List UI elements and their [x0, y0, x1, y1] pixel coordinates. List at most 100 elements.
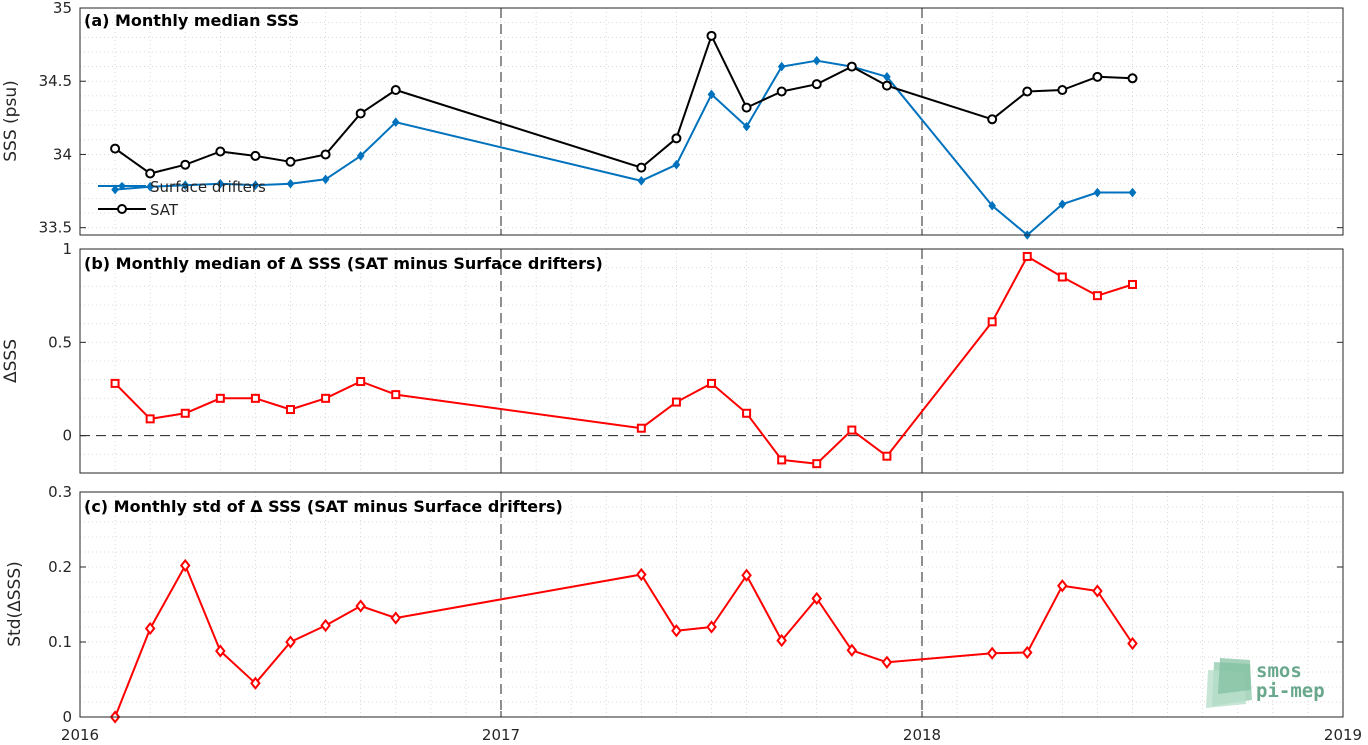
legend-label-sat: SAT: [150, 201, 179, 219]
data-point-surface-drifters: [988, 200, 997, 211]
legend-entry-surface-drifters: Surface drifters: [98, 178, 266, 196]
data-point-sat: [671, 133, 682, 144]
y-tick-label: 1: [62, 240, 72, 258]
data-point-sat: [811, 79, 822, 90]
data-point-surface-drifters: [111, 184, 119, 195]
panel-c-ylabel: Std(ΔSSS): [5, 561, 25, 647]
panel-c-title: (c) Monthly std of Δ SSS (SAT minus Surf…: [84, 497, 563, 516]
panel-b-title: (b) Monthly median of Δ SSS (SAT minus S…: [84, 254, 603, 273]
panel-b-median-delta-sss: 0 0.5 1 (b) Monthly median of Δ SSS (SAT m…: [1, 240, 1344, 474]
data-point-surface-drifters: [672, 159, 681, 170]
data-point-series-0: [987, 317, 997, 327]
y-tick-label: 33.5: [39, 219, 72, 237]
x-tick-label: 2016: [61, 726, 99, 744]
data-point-series-0: [180, 408, 190, 418]
x-tick-label: 2017: [482, 726, 520, 744]
data-point-series-0: [145, 414, 155, 424]
series-line-series-0: [114, 564, 1134, 718]
data-point-series-0: [355, 599, 366, 613]
data-point-series-0: [986, 646, 998, 660]
series-line-sat: [114, 34, 1133, 175]
logo-text-smos: smos: [1256, 660, 1302, 682]
x-tick-label: 2018: [903, 726, 941, 744]
data-point-series-0: [356, 377, 366, 387]
panel-c-std-delta-sss: 0 0.1 0.2 0.3 (c) Monthly std of Δ SSS (SAT…: [5, 483, 1344, 726]
data-point-series-0: [812, 459, 822, 469]
data-point-surface-drifters: [707, 89, 716, 100]
smos-pi-mep-logo: smos pi-mep: [1206, 658, 1325, 708]
data-point-series-0: [250, 676, 261, 690]
data-point-surface-drifters: [812, 55, 821, 66]
data-point-series-0: [636, 567, 647, 582]
data-point-series-0: [811, 591, 823, 606]
data-point-surface-drifters: [742, 121, 751, 132]
y-tick-label: 0.2: [48, 558, 72, 576]
data-point-sat: [1057, 85, 1068, 96]
data-point-sat: [1092, 71, 1103, 82]
y-tick-label: 34.5: [39, 72, 72, 90]
data-point-series-0: [1057, 272, 1067, 282]
data-point-surface-drifters: [1093, 187, 1102, 198]
logo-text-pi-mep: pi-mep: [1256, 680, 1325, 702]
data-point-series-0: [671, 624, 682, 638]
data-point-series-0: [391, 390, 401, 400]
panel-c-frame: [79, 491, 1344, 718]
data-point-series-0: [1057, 579, 1068, 593]
data-point-surface-drifters: [321, 174, 330, 185]
panel-a-title: (a) Monthly median SSS: [84, 11, 299, 30]
data-point-sat: [741, 102, 752, 113]
data-point-sat: [881, 80, 892, 91]
data-point-sat: [355, 108, 366, 119]
data-point-series-0: [110, 378, 120, 388]
data-point-sat: [846, 61, 857, 72]
data-point-series-0: [707, 378, 716, 388]
data-point-surface-drifters: [1128, 187, 1137, 198]
data-point-sat: [285, 156, 296, 167]
data-point-series-0: [1092, 584, 1103, 598]
data-point-series-0: [847, 425, 857, 435]
data-point-surface-drifters: [391, 117, 400, 128]
panel-a-frame: [79, 7, 1344, 236]
data-point-sat: [320, 149, 331, 160]
data-point-series-0: [285, 635, 296, 649]
data-point-series-0: [286, 405, 295, 415]
data-point-series-0: [777, 455, 787, 465]
data-point-series-0: [706, 620, 717, 634]
data-point-surface-drifters: [286, 178, 295, 189]
legend-entry-sat: SAT: [98, 201, 179, 219]
y-tick-label: 0.5: [48, 333, 72, 351]
data-point-sat: [1127, 73, 1138, 84]
y-tick-label: 0.1: [48, 633, 72, 651]
data-point-surface-drifters: [251, 180, 260, 191]
data-point-series-0: [250, 393, 260, 403]
panel-a-monthly-median-sss: 33.5 34 34.5 35 (a) Monthly median SSS SSS …: [1, 0, 1344, 240]
y-tick-label: 0.3: [48, 483, 72, 501]
data-point-sat: [145, 168, 156, 179]
y-tick-label: 35: [53, 0, 72, 17]
data-point-sat: [636, 162, 647, 173]
x-axis: 2016 2017 2018 2019: [61, 726, 1362, 744]
data-point-surface-drifters: [146, 181, 155, 192]
data-point-series-0: [321, 393, 331, 403]
data-point-sat: [776, 86, 787, 97]
data-point-series-0: [846, 643, 858, 657]
data-point-surface-drifters: [637, 176, 646, 186]
y-tick-label: 0: [62, 427, 72, 445]
data-point-series-0: [881, 655, 893, 669]
data-point-series-0: [742, 408, 752, 418]
series-line-series-0: [114, 255, 1133, 465]
data-point-sat: [706, 30, 717, 41]
panel-b-frame: [79, 248, 1344, 474]
data-point-series-0: [1092, 291, 1102, 301]
data-point-sat: [215, 146, 226, 157]
data-point-series-0: [636, 423, 646, 433]
data-point-series-0: [215, 644, 226, 658]
data-point-series-0: [671, 397, 681, 407]
data-point-series-0: [1127, 636, 1138, 651]
data-point-series-0: [144, 621, 156, 636]
legend-marker-sat: [117, 204, 127, 214]
y-tick-label: 0: [62, 708, 72, 726]
data-point-surface-drifters: [777, 61, 786, 72]
data-point-series-0: [882, 451, 892, 461]
y-tick-label: 34: [53, 145, 72, 163]
